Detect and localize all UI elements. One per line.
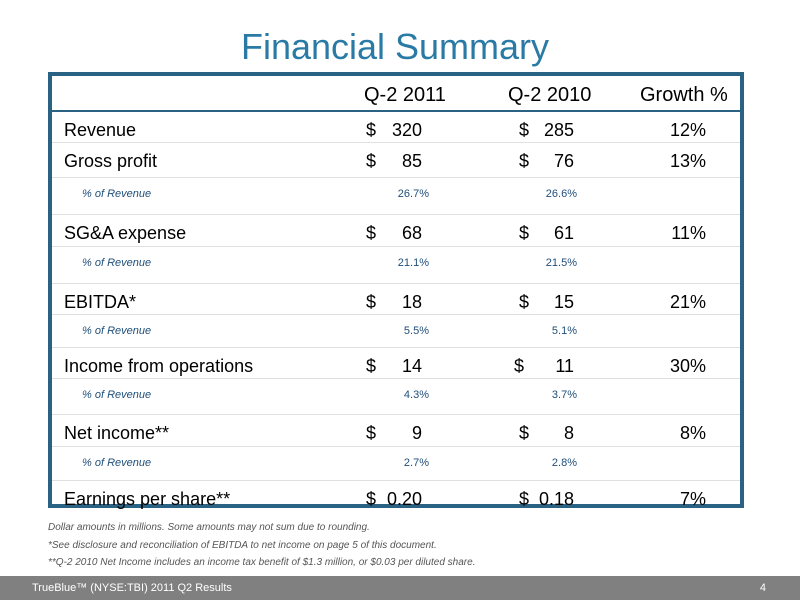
row-label: EBITDA* (64, 292, 137, 312)
cell-growth: 11% (671, 223, 706, 243)
currency-symbol: $ (366, 223, 377, 243)
row-label: % of Revenue (82, 257, 152, 269)
currency-symbol: $ (366, 489, 377, 509)
currency-symbol: $ (366, 356, 377, 376)
row-label: Revenue (64, 120, 137, 140)
currency-symbol: $ (366, 423, 377, 443)
financial-table: Q-2 2011 Q-2 2010 Growth % Revenue $320 $2… (48, 72, 744, 509)
footnote-ebitda: *See disclosure and reconciliation of EB… (48, 540, 437, 551)
cell-q2-2010: 0.18 (538, 489, 574, 509)
cell-q2-2011: 26.7% (397, 188, 429, 200)
table-row: EBITDA* $18 $15 21% (52, 283, 740, 315)
cell-q2-2010: 21.5% (545, 257, 577, 269)
footer-company: TrueBlue™ (NYSE:TBI) 2011 Q2 Results (32, 582, 232, 594)
cell-q2-2011: 21.1% (397, 257, 429, 269)
table-row-pct: % of Revenue 26.7% 26.6% (52, 177, 740, 215)
table-row-pct: % of Revenue 2.7% 2.8% (52, 446, 740, 481)
currency-symbol: $ (366, 120, 377, 140)
footnote-amounts: Dollar amounts in millions. Some amounts… (48, 522, 370, 533)
cell-q2-2011: 5.5% (403, 325, 429, 337)
currency-symbol: $ (519, 292, 530, 312)
cell-q2-2011: 320 (391, 120, 422, 140)
cell-q2-2011: 14 (401, 356, 422, 376)
footnote-net-income: **Q-2 2010 Net Income includes an income… (48, 557, 476, 568)
table-row-pct: % of Revenue 21.1% 21.5% (52, 246, 740, 284)
cell-growth: 13% (669, 151, 706, 171)
table-row: Income from operations $14 $11 30% (52, 347, 740, 379)
cell-growth: 30% (669, 356, 706, 376)
column-header-growth: Growth % (640, 84, 728, 106)
row-label: Income from operations (64, 356, 254, 376)
table-row: SG&A expense $68 $61 11% (52, 214, 740, 247)
cell-q2-2011: 2.7% (403, 457, 429, 469)
cell-q2-2011: 68 (401, 223, 422, 243)
row-label: Earnings per share** (64, 489, 231, 509)
row-label: SG&A expense (64, 223, 187, 243)
table-header: Q-2 2011 Q-2 2010 Growth % (52, 76, 740, 108)
table-row: Revenue $320 $285 12% (52, 110, 740, 144)
table-row: Earnings per share** $0.20 $0.18 7% (52, 480, 740, 509)
cell-q2-2010: 26.6% (545, 188, 577, 200)
table-row-pct: % of Revenue 5.5% 5.1% (52, 314, 740, 348)
cell-q2-2010: 5.1% (551, 325, 577, 337)
cell-q2-2011: 4.3% (403, 389, 429, 401)
cell-q2-2011: 0.20 (386, 489, 422, 509)
cell-q2-2010: 15 (553, 292, 574, 312)
cell-growth: 12% (669, 120, 706, 140)
currency-symbol: $ (519, 120, 530, 140)
page-number: 4 (759, 582, 766, 594)
row-label: % of Revenue (82, 389, 152, 401)
cell-q2-2010: 8 (563, 423, 574, 443)
cell-q2-2011: 18 (401, 292, 422, 312)
table-row: Gross profit $85 $76 13% (52, 142, 740, 178)
cell-growth: 8% (679, 423, 706, 443)
row-label: % of Revenue (82, 325, 152, 337)
currency-symbol: $ (519, 223, 530, 243)
cell-q2-2010: 11 (555, 356, 574, 376)
row-label: % of Revenue (82, 457, 152, 469)
currency-symbol: $ (519, 489, 530, 509)
table-row: Net income** $9 $8 8% (52, 414, 740, 447)
cell-q2-2011: 9 (411, 423, 422, 443)
cell-q2-2010: 285 (543, 120, 574, 140)
currency-symbol: $ (519, 151, 530, 171)
cell-q2-2011: 85 (401, 151, 422, 171)
cell-q2-2010: 61 (553, 223, 574, 243)
cell-q2-2010: 3.7% (551, 389, 577, 401)
currency-symbol: $ (514, 356, 525, 376)
footer-bar: TrueBlue™ (NYSE:TBI) 2011 Q2 Results 4 (0, 576, 800, 600)
column-header-q2-2011: Q-2 2011 (364, 84, 446, 106)
table-row-pct: % of Revenue 4.3% 3.7% (52, 378, 740, 415)
cell-q2-2010: 2.8% (551, 457, 577, 469)
currency-symbol: $ (366, 151, 377, 171)
column-header-q2-2010: Q-2 2010 (508, 84, 592, 106)
cell-growth: 21% (669, 292, 706, 312)
row-label: % of Revenue (82, 188, 152, 200)
cell-growth: 7% (679, 489, 706, 509)
currency-symbol: $ (366, 292, 377, 312)
currency-symbol: $ (519, 423, 530, 443)
cell-q2-2010: 76 (553, 151, 574, 171)
row-label: Gross profit (64, 151, 158, 171)
page-title: Financial Summary (240, 26, 550, 67)
row-label: Net income** (64, 423, 170, 443)
